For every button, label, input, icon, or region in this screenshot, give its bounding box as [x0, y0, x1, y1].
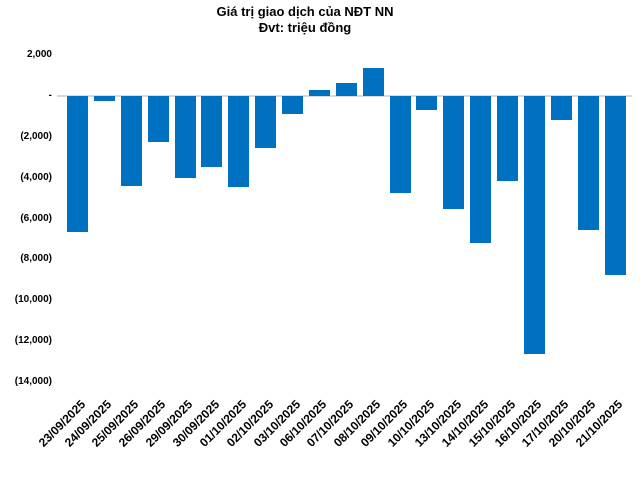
bar	[308, 89, 330, 96]
chart-root: Giá trị giao dịch của NĐT NN Đvt: triệu …	[14, 4, 632, 450]
bar	[443, 95, 465, 210]
bar	[282, 95, 303, 115]
plot-area	[57, 55, 632, 382]
y-axis-tick-label: (2,000)	[20, 130, 52, 142]
bar	[174, 95, 196, 178]
bar	[470, 95, 492, 244]
bar	[228, 95, 250, 187]
chart-subtitle: Đvt: triệu đồng	[258, 20, 352, 35]
bar	[416, 95, 438, 111]
y-axis-tick-label: -	[48, 89, 52, 101]
bar	[67, 95, 88, 232]
zero-axis-line	[57, 95, 632, 97]
bar	[120, 95, 142, 186]
y-axis-tick-label: (4,000)	[20, 171, 52, 183]
y-axis-tick-label: (8,000)	[20, 253, 52, 265]
bar	[335, 82, 357, 96]
bar	[255, 95, 277, 148]
bar	[362, 68, 384, 96]
bar	[550, 95, 572, 121]
y-axis-tick-label: (12,000)	[14, 335, 52, 347]
bar	[147, 95, 169, 142]
bar	[604, 95, 626, 275]
bar	[201, 95, 223, 168]
bar	[497, 95, 518, 181]
y-axis-tick-label: (6,000)	[20, 212, 52, 224]
chart-title: Giá trị giao dịch của NĐT NN	[216, 4, 394, 19]
bar	[523, 95, 545, 355]
bar	[389, 95, 411, 193]
y-axis-tick-label: 2,000	[26, 49, 52, 60]
y-axis-tick-label: (10,000)	[14, 294, 52, 306]
y-axis-tick-label: (14,000)	[14, 376, 52, 387]
bar	[93, 95, 115, 101]
bar	[577, 95, 599, 230]
